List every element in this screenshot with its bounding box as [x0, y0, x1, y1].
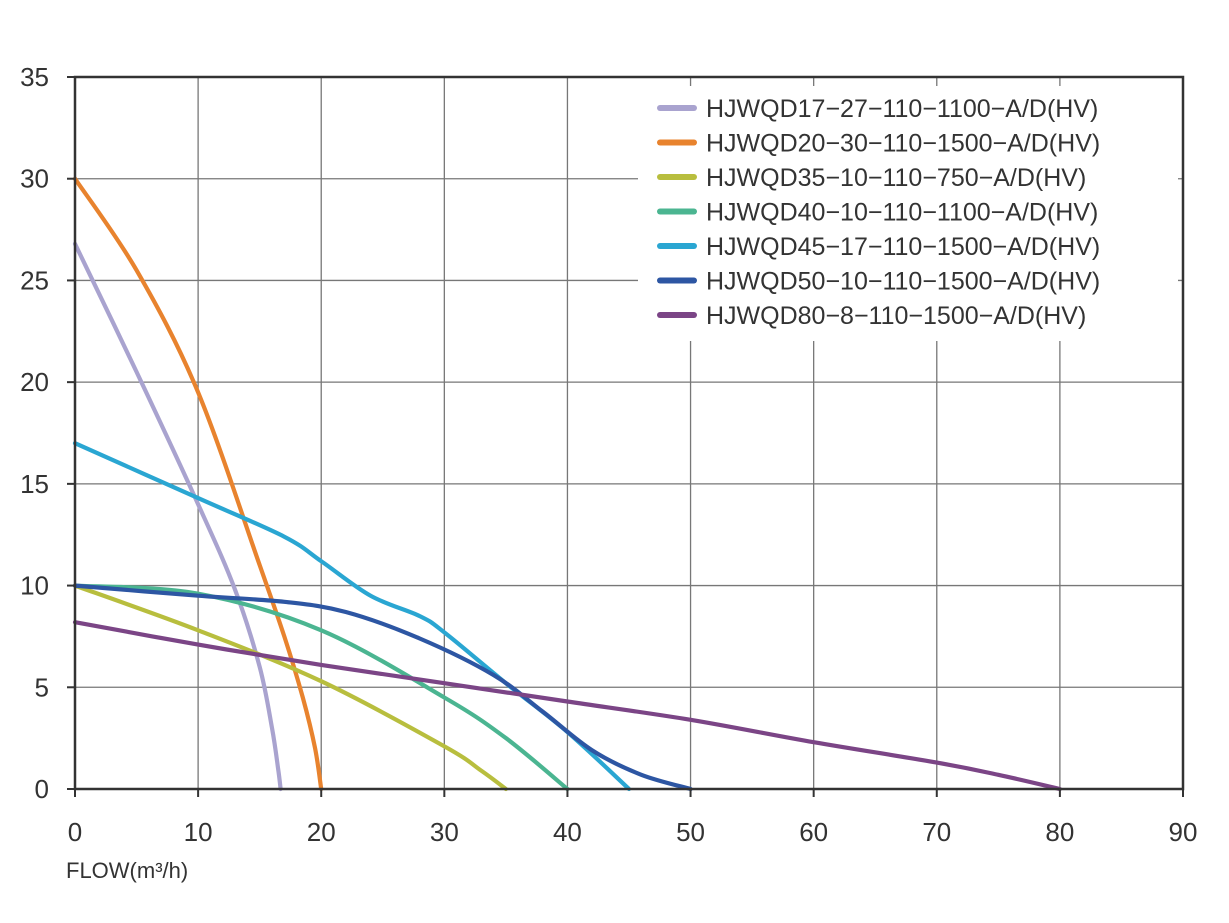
x-tick-label: 50: [676, 817, 705, 847]
series-lines: [72, 176, 1062, 792]
legend-label-4: HJWQD40−10−110−1100−A/D(HV): [706, 199, 1098, 227]
axes: 0 10 20 30 40 50 60 70 80 90 0 5 10 15 20 25 30 35: [20, 62, 1197, 847]
x-tick-label: 80: [1045, 817, 1074, 847]
x-tick-label: 20: [307, 817, 336, 847]
y-tick-label: 10: [20, 571, 49, 601]
series-line-2: [72, 176, 324, 792]
y-tick-label: 15: [20, 469, 49, 499]
legend-background: [638, 86, 1178, 341]
legend-label-6: HJWQD50−10−110−1500−A/D(HV): [706, 268, 1100, 296]
y-tick-label: 30: [20, 164, 49, 194]
legend-label-5: HJWQD45−17−110−1500−A/D(HV): [706, 233, 1100, 261]
legend-label-1: HJWQD17−27−110−1100−A/D(HV): [706, 95, 1098, 123]
series-line-3: [72, 583, 508, 792]
legend-label-7: HJWQD80−8−110−1500−A/D(HV): [706, 302, 1086, 330]
y-tick-label: 25: [20, 265, 49, 295]
x-tick-label: 40: [553, 817, 582, 847]
series-line-4: [72, 583, 570, 792]
y-tick-label: 5: [35, 672, 49, 702]
x-tick-label: 70: [922, 817, 951, 847]
x-axis-title: FLOW(m³/h): [66, 858, 188, 883]
y-tick-label: 20: [20, 367, 49, 397]
series-line-7: [72, 620, 1062, 792]
y-tick-label: 0: [35, 774, 49, 804]
plot-frame: [73, 75, 1185, 791]
legend-label-3: HJWQD35−10−110−750−A/D(HV): [706, 164, 1086, 192]
series-line-1: [72, 241, 283, 792]
y-tick-label: 35: [20, 62, 49, 92]
series-line-6: [72, 583, 693, 792]
x-tick-label: 30: [430, 817, 459, 847]
legend: HJWQD17−27−110−1100−A/D(HV) HJWQD20−30−11…: [638, 86, 1178, 341]
x-tick-label: 60: [799, 817, 828, 847]
legend-label-2: HJWQD20−30−110−1500−A/D(HV): [706, 130, 1100, 158]
x-tick-label: 10: [184, 817, 213, 847]
x-tick-label: 0: [68, 817, 82, 847]
x-tick-label: 90: [1169, 817, 1198, 847]
